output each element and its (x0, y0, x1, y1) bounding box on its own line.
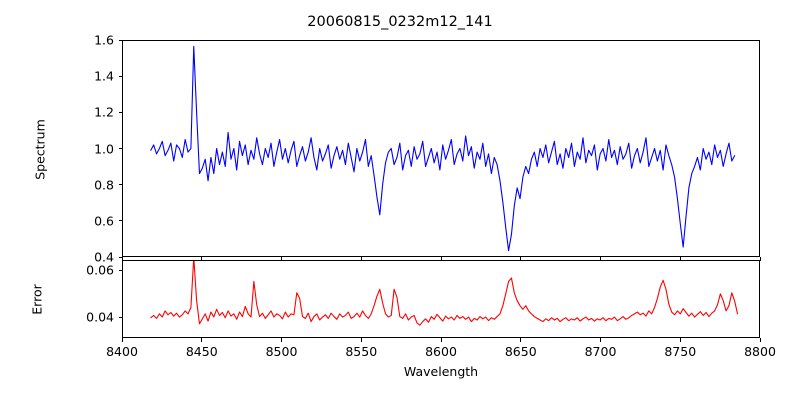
spectrum-panel-line (151, 46, 735, 250)
error-plot-area (123, 261, 759, 337)
error-panel-xtick (281, 338, 283, 342)
error-panel-xticklabel: 8600 (425, 344, 457, 359)
error-panel-xticklabel: 8550 (345, 344, 378, 359)
spectrum-panel-xtick (360, 257, 362, 261)
spectrum-panel-xtick (600, 257, 602, 261)
spectrum-panel-yticklabel: 1.2 (94, 104, 114, 120)
error-panel-xticklabel: 8500 (265, 344, 298, 359)
error-panel-yticklabel: 0.04 (86, 309, 114, 325)
spectrum-panel-ytick (118, 75, 122, 77)
error-panel-yticklabel: 0.06 (86, 262, 114, 278)
wavelength-axis-label: Wavelength (403, 364, 479, 379)
spectrum-panel-ytick (118, 39, 122, 41)
spectrum-panel-yticklabel: 1.4 (94, 68, 114, 84)
spectrum-panel-xtick (281, 257, 283, 261)
spectrum-panel-xtick (679, 257, 681, 261)
error-panel-xticklabel: 8650 (504, 344, 537, 359)
spectrum-panel-yticklabel: 0.8 (94, 177, 114, 193)
error-panel-ytick (118, 316, 122, 318)
error-panel-xtick (520, 338, 522, 342)
spectrum-panel-ytick (118, 256, 122, 258)
spectrum-panel-xtick (759, 257, 761, 261)
spectrum-panel-yticklabel: 0.4 (94, 249, 114, 265)
error-panel-xtick (759, 338, 761, 342)
spectrum-panel-ytick (118, 220, 122, 222)
spectrum-panel-ytick (118, 111, 122, 113)
spectrum-panel-yticklabel: 0.6 (94, 213, 114, 229)
spectrum-panel-ytick (118, 184, 122, 186)
spectrum-panel-yticklabel: 1.0 (94, 141, 114, 156)
error-panel-xticklabel: 8750 (664, 344, 697, 359)
spectrum-plot-area (123, 41, 759, 256)
spectrum-axes (122, 40, 760, 257)
error-panel-xticklabel: 8800 (744, 344, 776, 359)
error-panel-line (151, 261, 738, 325)
error-panel-xticklabel: 8450 (185, 344, 218, 359)
spectrum-panel-xtick (201, 257, 203, 261)
error-panel-xtick (600, 338, 602, 342)
figure-title: 20060815_0232m12_141 (307, 14, 493, 30)
error-panel-xtick (121, 338, 123, 342)
spectrum-panel-yticklabel: 1.6 (94, 32, 114, 48)
error-panel-xtick (440, 338, 442, 342)
error-panel-xticklabel: 8400 (106, 344, 138, 359)
spectrum-axis-label: Spectrum (32, 118, 48, 180)
spectrum-panel-xtick (440, 257, 442, 261)
error-panel-xtick (679, 338, 681, 342)
error-panel-xtick (360, 338, 362, 342)
spectrum-panel-ytick (118, 148, 122, 150)
error-panel-xticklabel: 8700 (584, 344, 617, 359)
error-panel-xtick (201, 338, 203, 342)
spectrum-panel-xtick (520, 257, 522, 261)
error-axis-label: Error (29, 284, 45, 315)
error-axes (122, 260, 760, 338)
error-panel-ytick (118, 269, 122, 272)
spectrum-panel-xtick (121, 257, 123, 261)
